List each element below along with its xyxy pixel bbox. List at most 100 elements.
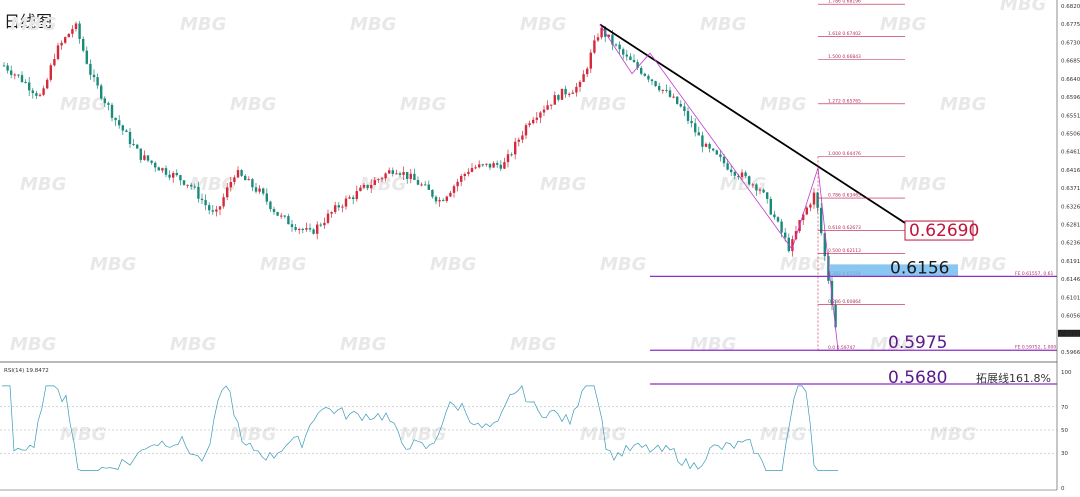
candle-body (658, 86, 661, 91)
candle-body (654, 81, 657, 87)
candle-body (384, 173, 387, 179)
extension-label: 拓展线161.8% (976, 371, 1051, 385)
candle-body (694, 123, 697, 133)
candle-body (611, 34, 614, 45)
candle-body (650, 79, 654, 82)
candle-body (53, 59, 56, 66)
candle-body (359, 187, 362, 192)
current-price-tag (1058, 329, 1080, 337)
candle-body (92, 74, 96, 78)
candle-body (456, 181, 459, 187)
candle-body (344, 198, 348, 207)
candle-body (751, 184, 754, 186)
candle-body (28, 82, 31, 91)
annotation-box (904, 220, 974, 241)
fe-label-2: FE 0.59752, 1.000 (1015, 345, 1056, 351)
candle-body (182, 180, 186, 185)
candle-body (200, 198, 204, 201)
watermark-text: MBG (230, 94, 276, 115)
watermark-text: MBG (930, 424, 976, 445)
candle-body (71, 29, 74, 34)
candle-body (89, 63, 92, 75)
candle-body (478, 164, 481, 168)
candle-body (625, 54, 628, 57)
candle-body (496, 163, 499, 165)
candle-body (258, 188, 261, 192)
fib-level-label: 0.500 0.62113 (828, 248, 861, 254)
candle-body (553, 95, 556, 105)
watermark-text: MBG (400, 94, 446, 115)
candle-body (719, 154, 722, 157)
candle-body (251, 179, 254, 188)
candle-body (211, 210, 214, 212)
candle-body (190, 184, 193, 187)
candle-body (589, 52, 592, 69)
candle-body (780, 221, 783, 233)
candle-body (820, 207, 823, 234)
candle-body (283, 215, 286, 217)
candle-body (272, 209, 276, 212)
candle-body (226, 187, 229, 198)
watermark-text: MBG (600, 254, 646, 275)
candle-body (161, 168, 164, 171)
candle-body (560, 88, 564, 100)
candle-body (348, 197, 351, 199)
candle-body (823, 233, 826, 257)
candle-body (740, 172, 744, 178)
candle-body (262, 188, 265, 194)
candle-body (535, 117, 538, 120)
candle-body (341, 206, 344, 208)
candle-body (812, 192, 816, 205)
zigzag-line (599, 24, 839, 351)
candle-body (722, 156, 726, 164)
candle-body (438, 200, 441, 202)
candle-body (240, 170, 243, 176)
candle-body (474, 167, 477, 169)
fib-level-label: 0.0 0.59747 (828, 345, 855, 351)
candle-body (586, 68, 589, 75)
candle-body (398, 173, 402, 175)
candle-body (679, 103, 682, 107)
rsi-tick-label: 0 (1061, 486, 1065, 492)
candle-body (110, 104, 114, 118)
candle-body (697, 132, 700, 136)
candle-body (640, 67, 643, 74)
candle-body (564, 88, 567, 95)
candle-body (550, 104, 553, 106)
candle-body (578, 81, 582, 87)
annotation-6156: 0.6156 (890, 258, 949, 278)
candle-body (406, 172, 409, 179)
candle-body (193, 186, 196, 188)
candle-body (305, 228, 308, 230)
candle-body (244, 175, 247, 181)
candle-body (312, 229, 315, 234)
watermark-text: MBG (540, 174, 586, 195)
candle-body (172, 172, 175, 178)
watermark-text: MBG (20, 174, 66, 195)
candle-body (6, 65, 9, 71)
candle-body (377, 179, 380, 181)
watermark-text: MBG (430, 254, 476, 275)
candle-body (10, 70, 13, 75)
candle-body (737, 175, 740, 178)
fib-level-label: 0.236 0.60864 (828, 299, 861, 305)
candle-body (413, 173, 416, 181)
watermark-text: MBG (180, 14, 226, 35)
candle-body (218, 206, 222, 210)
candle-body (758, 189, 762, 191)
candle-body (532, 119, 535, 124)
candle-body (128, 132, 132, 145)
candle-body (280, 215, 283, 217)
watermark-text: MBG (960, 254, 1006, 275)
candle-body (622, 49, 625, 55)
watermark-text: MBG (510, 334, 556, 355)
candle-body (118, 120, 121, 126)
candle-body (362, 184, 366, 188)
